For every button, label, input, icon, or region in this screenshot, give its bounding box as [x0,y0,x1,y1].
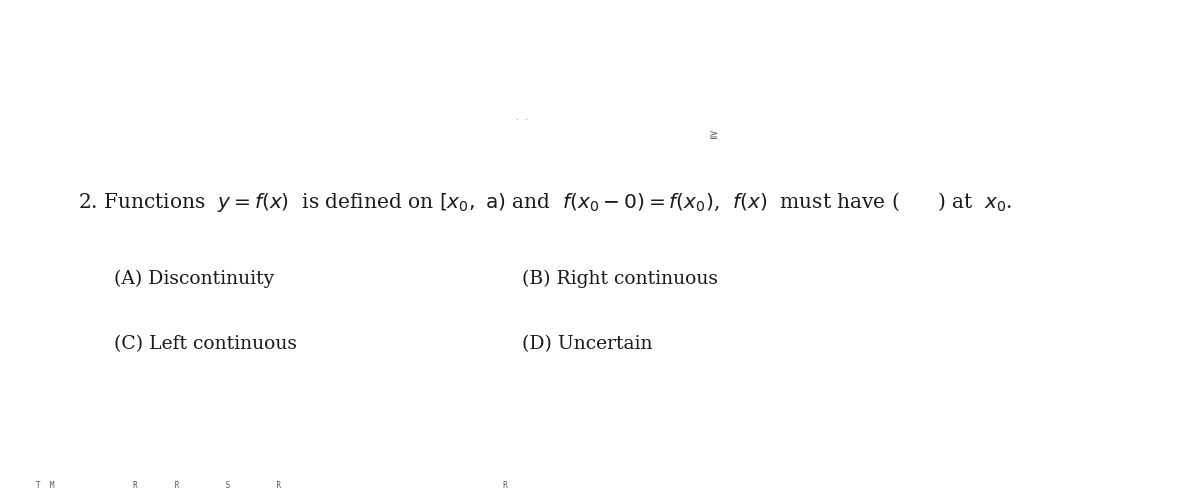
Text: T  M                 R        R          S          R                           : T M R R S R [36,481,508,490]
Text: (D) Uncertain: (D) Uncertain [522,335,653,353]
Text: ≧: ≧ [709,129,719,139]
Text: (C) Left continuous: (C) Left continuous [114,335,298,353]
Text: (B) Right continuous: (B) Right continuous [522,270,718,288]
Text: 2. Functions  $y = f(x)$  is defined on $[x_0,\ \mathrm{a})$ and  $f(x_0 - 0) = : 2. Functions $y = f(x)$ is defined on $[… [78,190,1013,214]
Text: ·  ·: · · [516,115,528,124]
Text: (A) Discontinuity: (A) Discontinuity [114,270,275,288]
